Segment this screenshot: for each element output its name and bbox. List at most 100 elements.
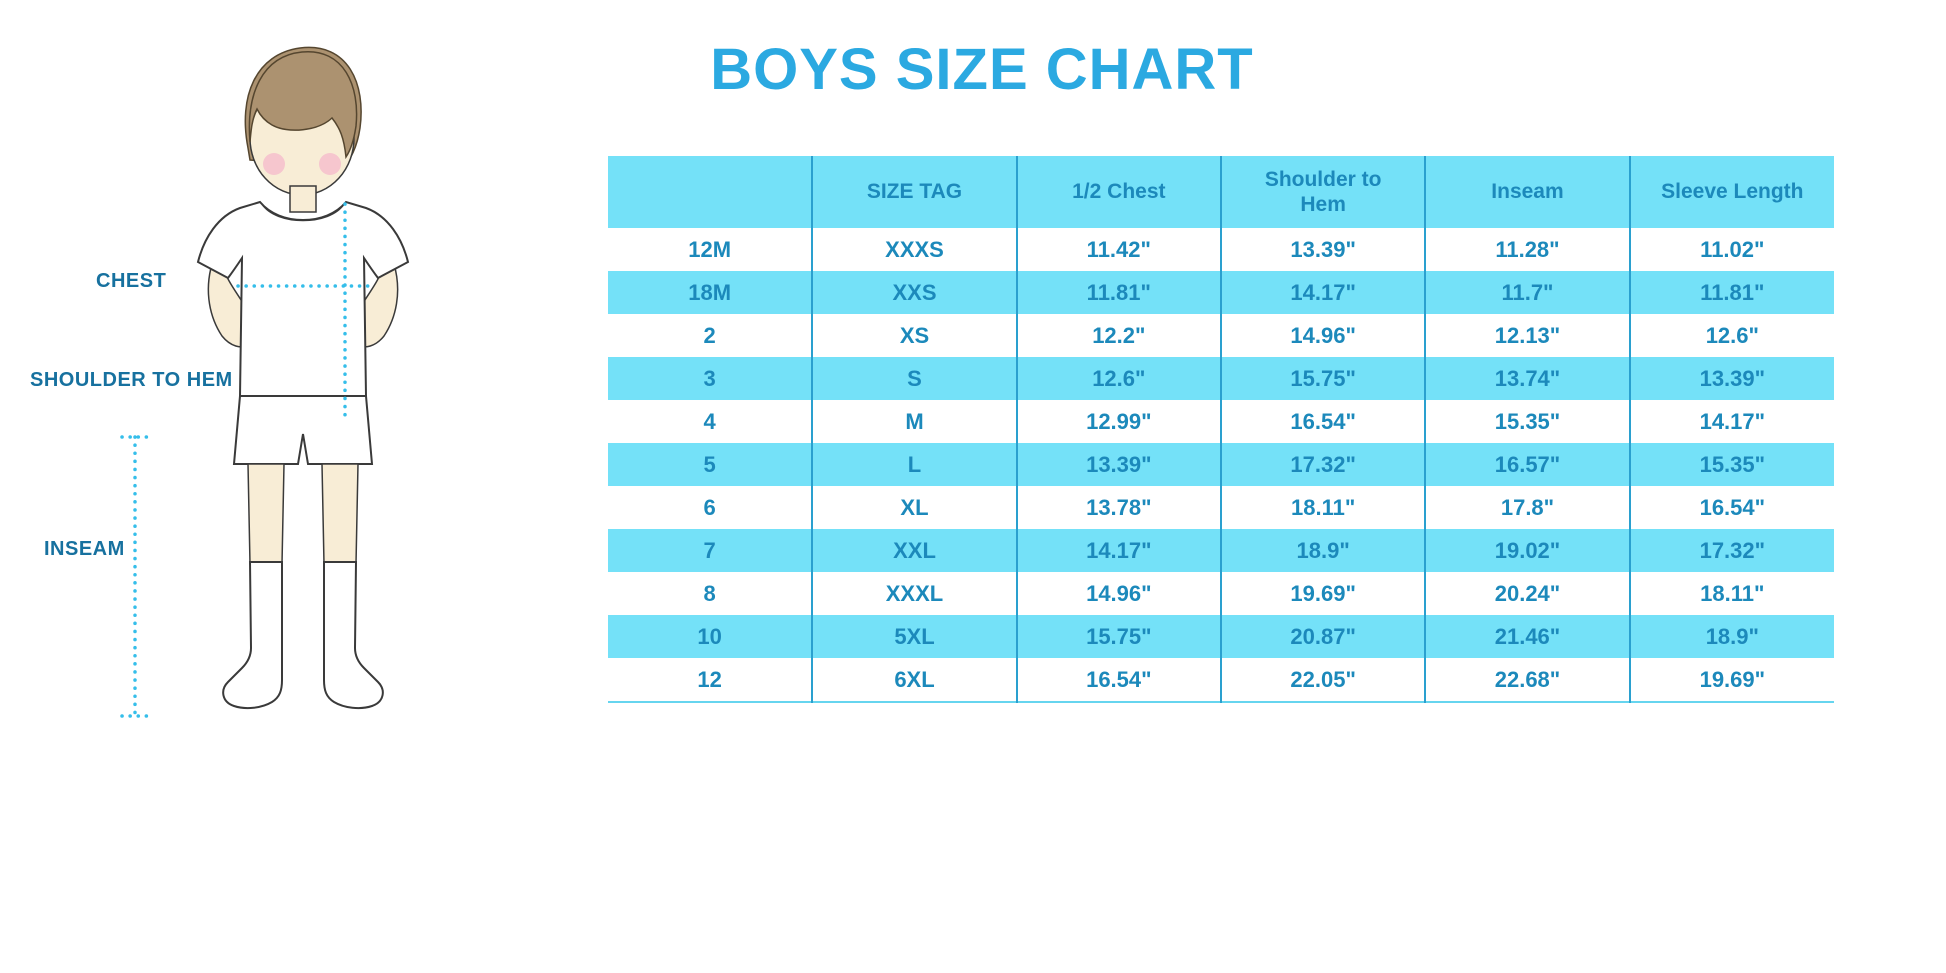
right-sock-shoe bbox=[323, 561, 384, 710]
column-header: Sleeve Length bbox=[1629, 156, 1834, 228]
table-cell: XXS bbox=[812, 271, 1018, 314]
boy-illustration bbox=[120, 46, 410, 718]
table-body: 12M XXXS 11.42" 13.39" 11.28" 11.02" 18M XXS 11.… bbox=[608, 228, 1834, 702]
table-cell: 16.54" bbox=[1699, 494, 1766, 520]
table-cell: 14.96" bbox=[1220, 314, 1427, 357]
table-cell: 15.75" bbox=[1220, 357, 1427, 400]
table-cell: 17.32" bbox=[1629, 529, 1834, 572]
table-cell: 16.54" bbox=[1220, 400, 1427, 443]
header-row: SIZE TAG 1/2 Chest Shoulder to Hem Inseam Sl… bbox=[608, 156, 1834, 228]
row-label: 10 bbox=[608, 615, 814, 658]
table-cell: 11.7" bbox=[1425, 271, 1631, 314]
page-title: BOYS SIZE CHART bbox=[710, 37, 1254, 102]
table-cell: L bbox=[812, 443, 1018, 486]
table-cell: 14.17" bbox=[1016, 529, 1222, 572]
table-cell: 5XL bbox=[812, 615, 1018, 658]
blush-right bbox=[319, 153, 341, 175]
column-header bbox=[608, 156, 814, 228]
table-cell: 19.02" bbox=[1425, 529, 1631, 572]
table-cell: 12.6" bbox=[1016, 357, 1222, 400]
table-row: 2 XS 12.2" 14.96" 12.13" 12.6" bbox=[608, 314, 1834, 357]
table-cell: 20.87" bbox=[1220, 615, 1427, 658]
column-header: 1/2 Chest bbox=[1016, 156, 1222, 228]
neck bbox=[289, 185, 317, 213]
table-cell: 13.39" bbox=[1016, 443, 1222, 486]
table-cell: 11.02" bbox=[1700, 236, 1765, 262]
table-cell: 13.74" bbox=[1425, 357, 1631, 400]
table-cell: XL bbox=[812, 486, 1018, 529]
table-cell: XS bbox=[812, 314, 1018, 357]
left-sock-shoe bbox=[222, 561, 283, 710]
table-row: 8 XXXL 14.96" 19.69" 20.24" 18.11" bbox=[608, 572, 1834, 615]
table-cell: 6XL bbox=[812, 658, 1018, 702]
table-cell: 16.54" bbox=[1016, 658, 1222, 702]
table-cell: 22.05" bbox=[1220, 658, 1427, 702]
left-leg bbox=[247, 463, 285, 565]
right-arm bbox=[357, 263, 399, 348]
table-row: 6 XL 13.78" 18.11" 17.8" 16.54" bbox=[608, 486, 1834, 529]
table-cell: 12.13" bbox=[1425, 314, 1631, 357]
size-table: SIZE TAG 1/2 Chest Shoulder to Hem Inseam Sl… bbox=[608, 156, 1834, 703]
row-label: 6 bbox=[608, 486, 814, 529]
table-cell: 19.69" bbox=[1699, 666, 1766, 692]
inseam-label: INSEAM bbox=[44, 538, 125, 560]
table-cell: 12.6" bbox=[1705, 322, 1759, 348]
row-label: 4 bbox=[608, 400, 814, 443]
table-cell: 18.9" bbox=[1629, 615, 1834, 658]
table-header: SIZE TAG 1/2 Chest Shoulder to Hem Inseam Sl… bbox=[608, 156, 1834, 228]
table-cell: 12.2" bbox=[1016, 314, 1222, 357]
table-row: 5 L 13.39" 17.32" 16.57" 15.35" bbox=[608, 443, 1834, 486]
column-header: Shoulder to Hem bbox=[1220, 156, 1427, 228]
column-header: Inseam bbox=[1425, 156, 1631, 228]
table-cell: 13.78" bbox=[1016, 486, 1222, 529]
shorts bbox=[232, 395, 374, 465]
row-label: 3 bbox=[608, 357, 814, 400]
table-cell: 14.96" bbox=[1016, 572, 1222, 615]
table-cell: 18.11" bbox=[1220, 486, 1427, 529]
table-cell: 11.42" bbox=[1016, 228, 1222, 271]
shoulder-to-hem-label: SHOULDER TO HEM bbox=[30, 369, 233, 391]
table-cell: 19.69" bbox=[1220, 572, 1427, 615]
table-cell: 14.17" bbox=[1220, 271, 1427, 314]
row-label: 12M bbox=[608, 228, 814, 271]
table-cell: 13.39" bbox=[1220, 228, 1427, 271]
table-cell: 14.17" bbox=[1699, 408, 1766, 434]
table-cell: 12.99" bbox=[1016, 400, 1222, 443]
table-row: 7 XXL 14.17" 18.9" 19.02" 17.32" bbox=[608, 529, 1834, 572]
table-cell: 17.32" bbox=[1220, 443, 1427, 486]
table-cell: 11.81" bbox=[1629, 271, 1834, 314]
table-cell: S bbox=[812, 357, 1018, 400]
table-cell: 11.28" bbox=[1425, 228, 1631, 271]
row-label: 12 bbox=[608, 658, 814, 702]
table-cell: 13.39" bbox=[1629, 357, 1834, 400]
table-row: 12M XXXS 11.42" 13.39" 11.28" 11.02" bbox=[608, 228, 1834, 271]
table-cell: 20.24" bbox=[1425, 572, 1631, 615]
blush-left bbox=[263, 153, 285, 175]
table-cell: 21.46" bbox=[1425, 615, 1631, 658]
hair-fringe bbox=[248, 51, 358, 160]
table-cell: XXXL bbox=[812, 572, 1018, 615]
table-row: 18M XXS 11.81" 14.17" 11.7" 11.81" bbox=[608, 271, 1834, 314]
table-row: 3 S 12.6" 15.75" 13.74" 13.39" bbox=[608, 357, 1834, 400]
column-header: SIZE TAG bbox=[812, 156, 1018, 228]
left-arm bbox=[207, 263, 249, 348]
table-row: 10 5XL 15.75" 20.87" 21.46" 18.9" bbox=[608, 615, 1834, 658]
collar-line bbox=[261, 203, 345, 222]
row-label: 5 bbox=[608, 443, 814, 486]
table-cell: 15.35" bbox=[1425, 400, 1631, 443]
row-label: 8 bbox=[608, 572, 814, 615]
row-label: 2 bbox=[608, 314, 814, 357]
table-cell: 18.11" bbox=[1700, 580, 1765, 606]
table-cell: 17.8" bbox=[1425, 486, 1631, 529]
table-cell: 18.9" bbox=[1220, 529, 1427, 572]
row-label: 18M bbox=[608, 271, 814, 314]
row-label: 7 bbox=[608, 529, 814, 572]
table-cell: 22.68" bbox=[1425, 658, 1631, 702]
table-row: 4 M 12.99" 16.54" 15.35" 14.17" bbox=[608, 400, 1834, 443]
table-cell: XXXS bbox=[812, 228, 1018, 271]
table-cell: M bbox=[812, 400, 1018, 443]
table-cell: XXL bbox=[812, 529, 1018, 572]
chest-label: CHEST bbox=[96, 270, 167, 292]
figure-area: CHEST SHOULDER TO HEM INSEAM bbox=[0, 0, 490, 973]
right-leg bbox=[321, 463, 359, 565]
